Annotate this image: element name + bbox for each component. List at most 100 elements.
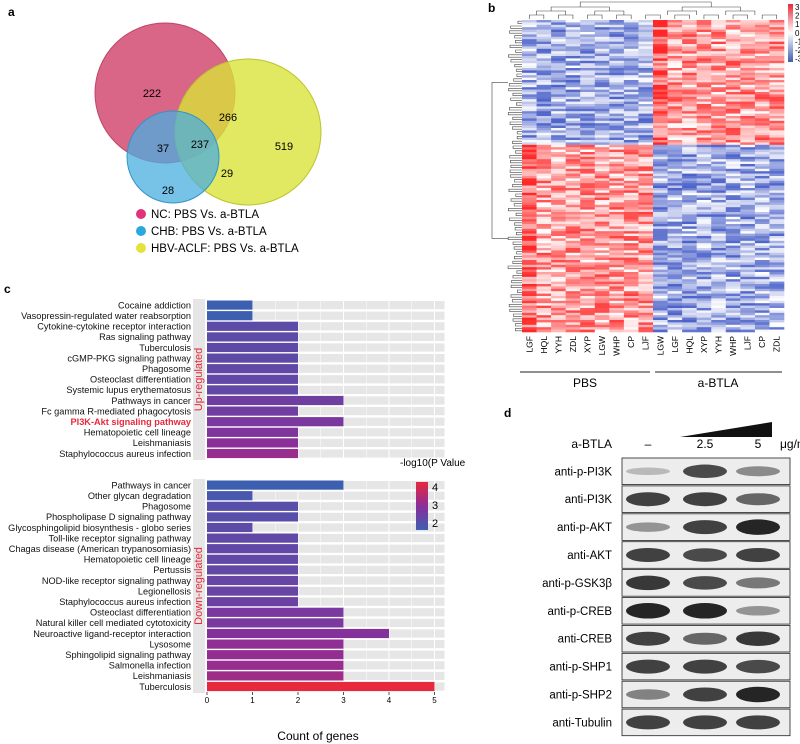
heatmap-cell: [740, 51, 756, 54]
heatmap-cell: [769, 310, 785, 314]
heatmap-cell: [638, 243, 654, 246]
heatmap-cell: [594, 245, 610, 249]
heatmap-cell: [711, 96, 727, 100]
heatmap-cell: [711, 250, 727, 254]
heatmap-cell: [740, 70, 756, 74]
heatmap-cell: [551, 149, 566, 153]
heatmap-cell: [667, 123, 683, 126]
heatmap-cell: [565, 39, 581, 42]
heatmap-cell: [653, 300, 668, 304]
heatmap-cell: [696, 104, 712, 107]
heatmap-cell: [536, 250, 552, 254]
heatmap-cell: [653, 224, 668, 227]
heatmap-cell: [638, 24, 654, 28]
dendrogram-branch: [514, 222, 522, 226]
heatmap-cell: [565, 137, 581, 141]
heatmap-cell: [536, 44, 552, 47]
heatmap-cell: [711, 327, 727, 330]
heatmap-cell: [653, 106, 668, 110]
heatmap-cell: [551, 75, 566, 78]
heatmap-cell: [536, 317, 552, 321]
bar: [207, 395, 344, 406]
heatmap-cell: [740, 22, 756, 26]
heatmap-cell: [696, 70, 712, 74]
heatmap-cell: [594, 197, 610, 201]
heatmap-cell: [740, 183, 756, 186]
heatmap-cell: [696, 240, 712, 244]
heatmap-cell: [536, 56, 552, 59]
dendrogram-branch: [515, 49, 522, 53]
heatmap-cell: [711, 176, 727, 179]
heatmap-cell: [682, 303, 697, 306]
heatmap-cell: [667, 96, 683, 100]
heatmap-cell: [667, 46, 683, 50]
heatmap-cell: [754, 305, 770, 309]
heatmap-cell: [522, 305, 537, 309]
heatmap-cell: [667, 317, 683, 321]
bar: [207, 681, 435, 692]
heatmap-cell: [536, 293, 552, 297]
category-label: Cocaine addiction: [118, 300, 191, 310]
heatmap-group-pbs: PBS: [573, 376, 597, 390]
heatmap-cell: [769, 20, 785, 23]
heatmap-cell: [580, 144, 596, 148]
heatmap-cell: [769, 320, 785, 323]
heatmap-cell: [740, 161, 756, 165]
heatmap-cell: [696, 51, 712, 54]
heatmap-cell: [667, 27, 683, 30]
heatmap-cell: [740, 236, 756, 239]
heatmap-cell: [522, 24, 537, 28]
heatmap-cell: [696, 308, 712, 311]
heatmap-cell: [623, 51, 639, 54]
heatmap-cell: [696, 255, 712, 258]
wb-band: [683, 659, 727, 674]
heatmap-cell: [682, 149, 697, 153]
heatmap-cell: [696, 118, 712, 122]
heatmap-cell: [522, 202, 537, 206]
heatmap-cell: [638, 183, 654, 186]
heatmap-cell: [565, 257, 581, 261]
heatmap-cell: [653, 324, 668, 328]
dendrogram-branch: [491, 82, 508, 239]
heatmap-cell: [653, 212, 668, 215]
heatmap-sample-label: LGF: [670, 336, 680, 353]
heatmap-cell: [769, 51, 785, 54]
heatmap-cell: [711, 149, 727, 153]
wb-row-label: anti-p-SHP2: [549, 690, 612, 702]
heatmap-cell: [536, 303, 552, 306]
heatmap-cell: [725, 56, 741, 59]
heatmap-cell: [623, 212, 639, 215]
heatmap-cell: [769, 207, 785, 210]
heatmap-cell: [653, 140, 668, 143]
heatmap-cell: [711, 269, 727, 273]
heatmap-cell: [725, 240, 741, 244]
heatmap-cell: [594, 24, 610, 28]
heatmap-cell: [769, 272, 785, 275]
heatmap-cell: [653, 250, 668, 254]
heatmap-cell: [551, 32, 566, 35]
heatmap-cell: [653, 118, 668, 122]
heatmap-cell: [725, 327, 741, 330]
heatmap-cell: [711, 56, 727, 59]
heatmap-cell: [638, 185, 654, 189]
heatmap-cell: [594, 250, 610, 254]
heatmap-cell: [667, 300, 683, 304]
heatmap-cell: [594, 20, 610, 23]
heatmap-cell: [638, 144, 654, 148]
heatmap-cell: [522, 286, 537, 290]
bar: [207, 300, 253, 310]
heatmap-cell: [682, 80, 697, 83]
heatmap-cell: [740, 281, 756, 285]
heatmap-cell: [551, 68, 566, 71]
heatmap-cell: [667, 68, 683, 71]
heatmap-cell: [522, 183, 537, 186]
heatmap-cell: [565, 226, 581, 230]
heatmap-cell: [682, 41, 697, 45]
heatmap-cell: [536, 192, 552, 196]
heatmap-cell: [551, 219, 566, 222]
heatmap-cell: [536, 226, 552, 230]
heatmap-cell: [696, 262, 712, 266]
heatmap-cell: [682, 317, 697, 321]
heatmap-cell: [609, 272, 625, 275]
heatmap-cell: [638, 257, 654, 261]
